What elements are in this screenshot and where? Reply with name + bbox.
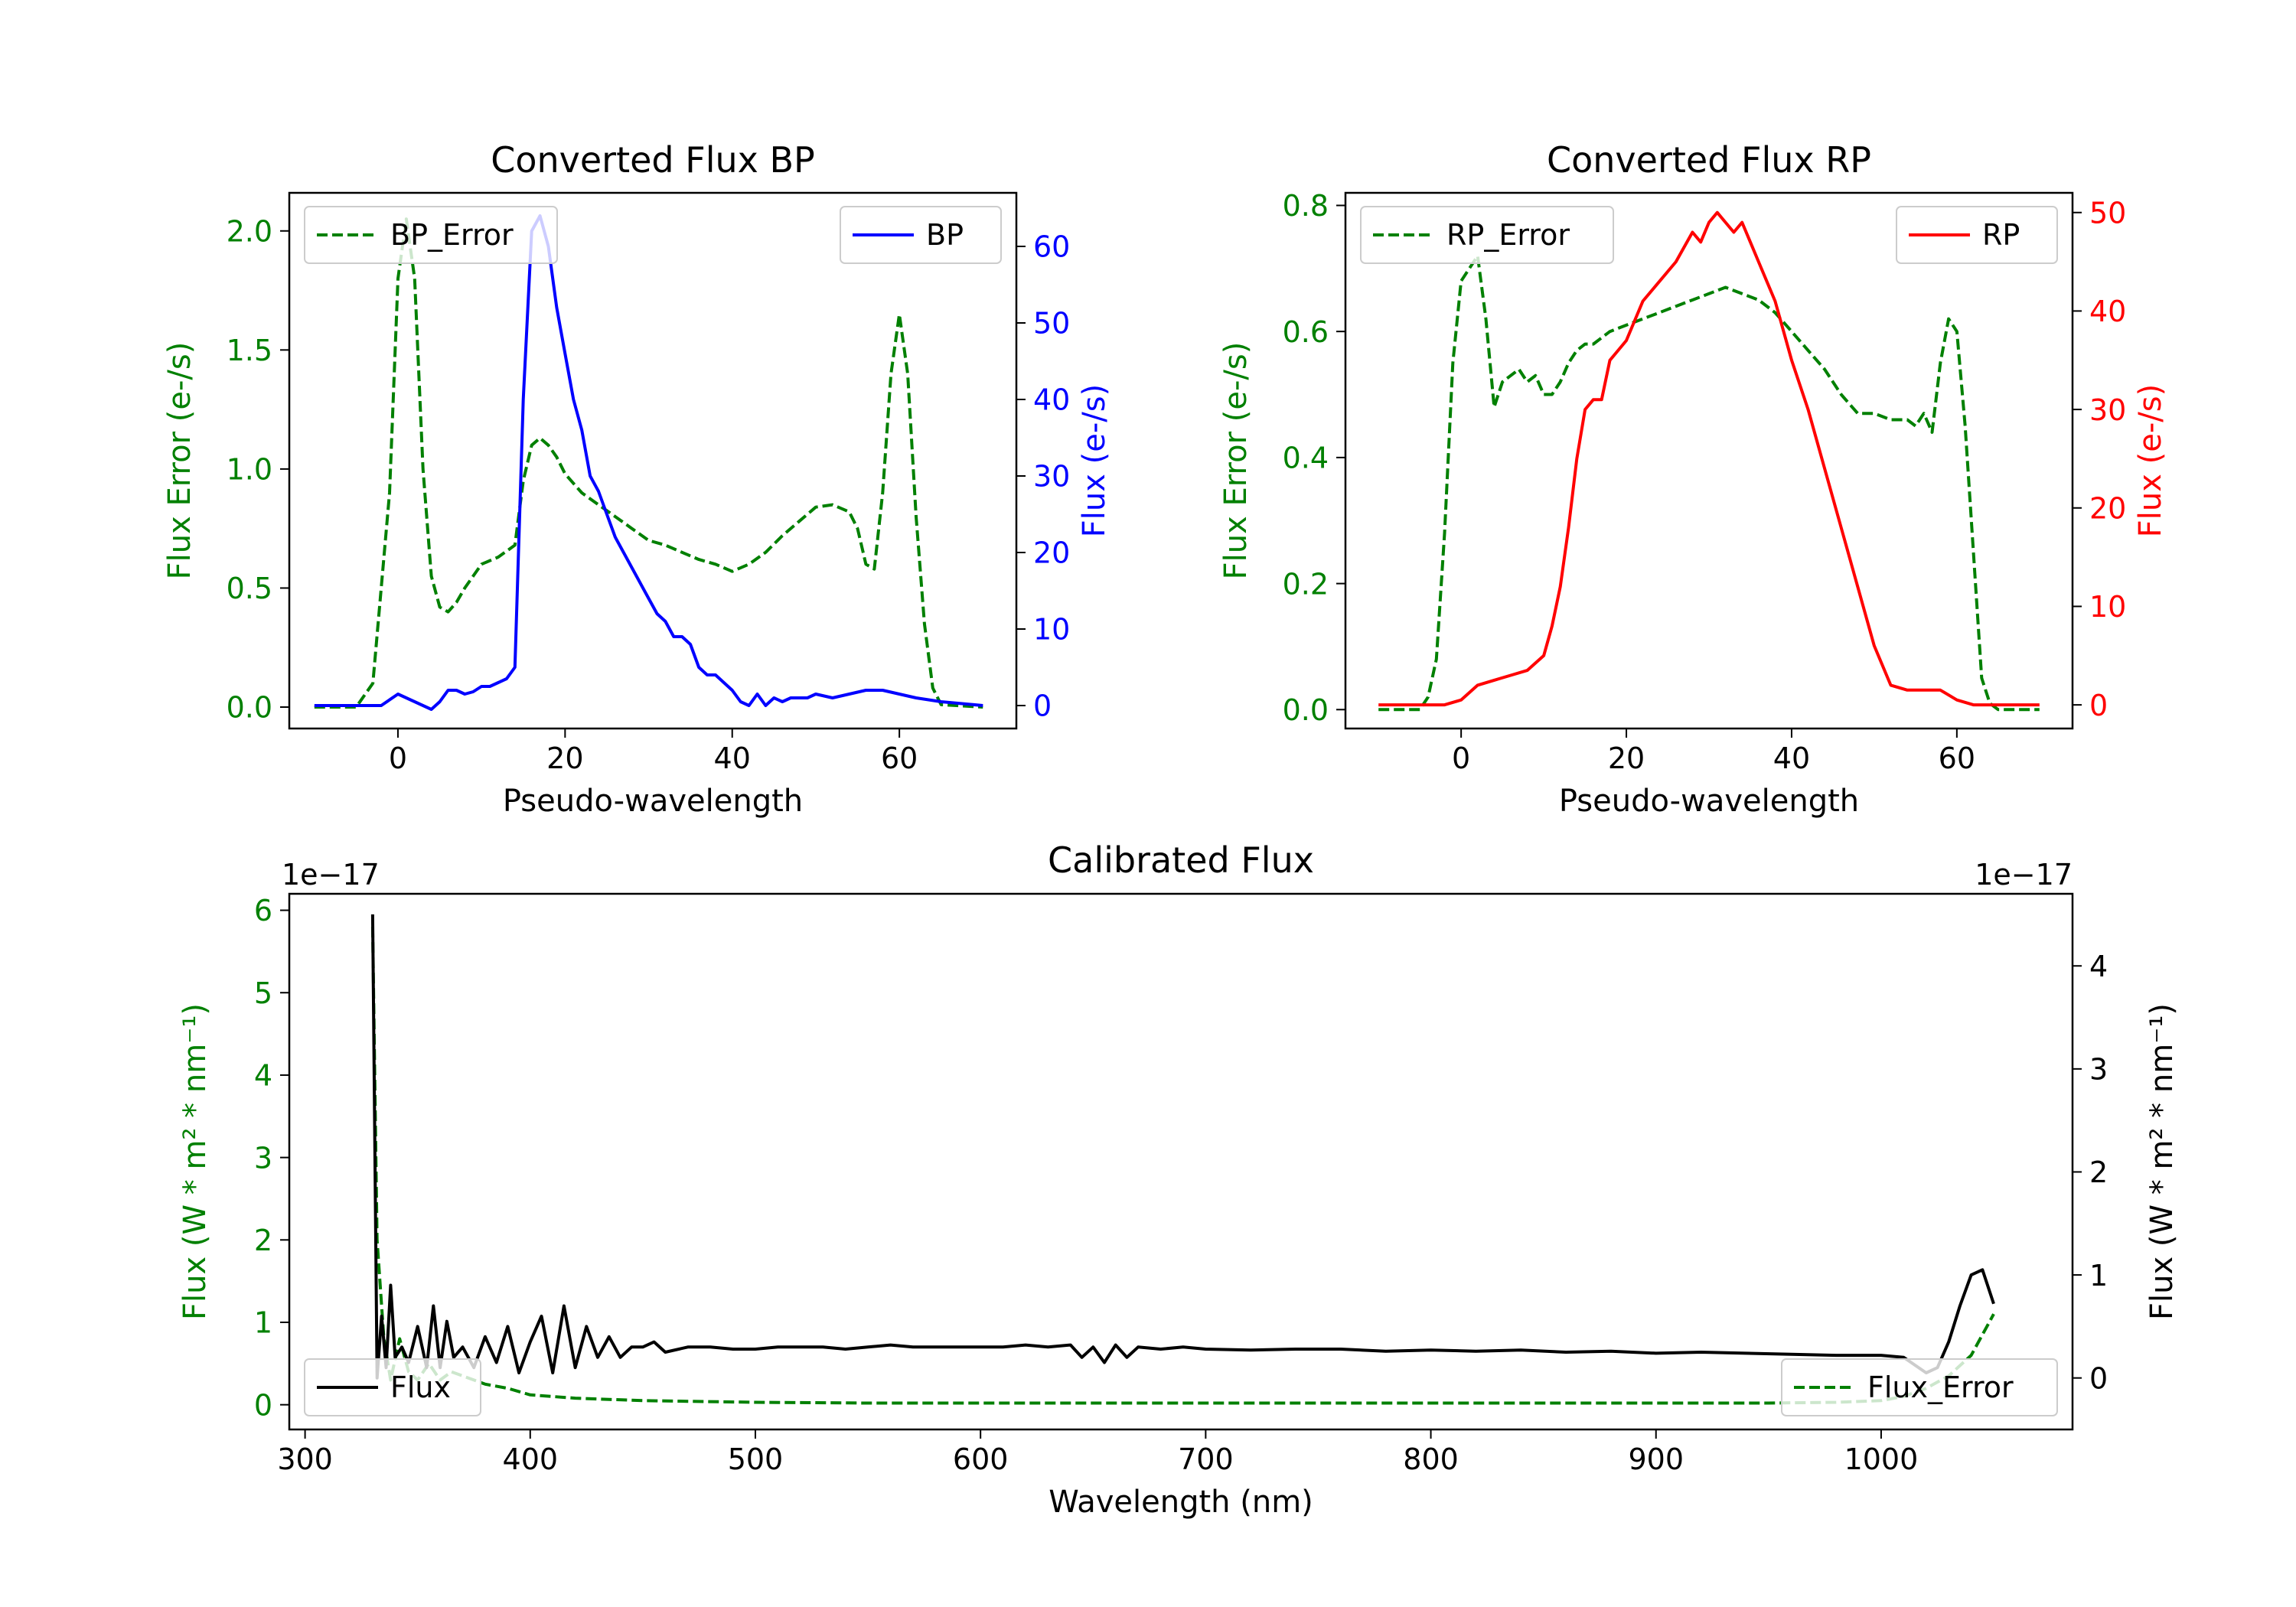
x-tick-label: 600 xyxy=(953,1442,1009,1476)
chart-title: Calibrated Flux xyxy=(1048,839,1314,881)
y-right-tick-label: 1 xyxy=(2089,1259,2108,1292)
y-left-tick-label: 0.5 xyxy=(227,572,272,605)
y-right-tick-label: 0 xyxy=(1033,689,1052,723)
legend-label: RP xyxy=(1982,218,2020,252)
x-tick-label: 0 xyxy=(1452,742,1470,775)
y-left-tick-label: 0.0 xyxy=(1283,693,1329,727)
y-left-offset-label: 1e−17 xyxy=(282,858,380,892)
y-left-tick-label: 1 xyxy=(254,1306,272,1340)
y-left-axis-label: Flux Error (e-/s) xyxy=(162,342,197,580)
x-tick-label: 60 xyxy=(881,742,918,775)
y-right-tick-label: 0 xyxy=(2089,1361,2108,1395)
legend-right: Flux_Error xyxy=(1781,1358,2058,1416)
y-right-tick-label: 20 xyxy=(1033,536,1070,570)
y-left-tick-label: 0.2 xyxy=(1283,567,1329,601)
legend-box xyxy=(1360,206,1614,264)
x-tick-label: 20 xyxy=(546,742,583,775)
y-left-tick-label: 6 xyxy=(254,894,272,927)
y-left-tick-label: 0.8 xyxy=(1283,189,1329,223)
legend-box xyxy=(304,206,558,264)
legend-left: BP_Error xyxy=(304,206,558,264)
legend-label: BP_Error xyxy=(390,218,514,252)
legend-box xyxy=(840,206,1002,264)
y-left-tick-label: 2 xyxy=(254,1224,272,1257)
plot-frame xyxy=(288,892,2074,1431)
panel-converted-flux-rp: 0 20 40 60 0.0 0.2 0.4 0.6 0.8 0 10 20 30 40 50 Convert… xyxy=(1218,139,2168,819)
x-tick-label: 40 xyxy=(1773,742,1810,775)
x-tick-label: 20 xyxy=(1608,742,1645,775)
y-left-tick-label: 0 xyxy=(254,1388,272,1422)
y-right-tick-label: 30 xyxy=(1033,460,1070,494)
y-right-tick-label: 60 xyxy=(1033,230,1070,264)
x-tick-label: 400 xyxy=(503,1442,559,1476)
legend-label: RP_Error xyxy=(1446,218,1570,252)
y-right-axis-label: Flux (W * m² * nm⁻¹) xyxy=(2144,1003,2180,1320)
y-right-tick-label: 4 xyxy=(2089,950,2108,983)
y-left-tick-label: 0.0 xyxy=(227,691,272,725)
legend-left: RP_Error xyxy=(1360,206,1614,264)
y-right-tick-label: 10 xyxy=(2089,590,2126,624)
y-right-tick-label: 40 xyxy=(2089,295,2126,328)
y-right-tick-label: 50 xyxy=(1033,307,1070,341)
x-tick-label: 1000 xyxy=(1844,1442,1919,1476)
series-line-flux xyxy=(370,914,1995,1380)
series-line-bp-error xyxy=(314,217,983,709)
x-tick-label: 0 xyxy=(389,742,407,775)
y-right-tick-label: 2 xyxy=(2089,1156,2108,1189)
y-left-tick-label: 4 xyxy=(254,1059,272,1093)
y-left-axis-label: Flux Error (e-/s) xyxy=(1218,342,1254,580)
y-right-tick-label: 3 xyxy=(2089,1053,2108,1087)
y-right-axis-label: Flux (e-/s) xyxy=(1077,384,1112,537)
y-left-axis-label: Flux (W * m² * nm⁻¹) xyxy=(178,1003,213,1320)
y-left-tick-label: 0.6 xyxy=(1283,315,1329,349)
series-line-rp xyxy=(1378,210,2040,707)
y-right-offset-label: 1e−17 xyxy=(1975,858,2073,892)
plot-frame xyxy=(1344,191,2074,730)
legend-box xyxy=(1896,206,2058,264)
x-tick-label: 40 xyxy=(714,742,751,775)
y-right-tick-label: 0 xyxy=(2089,689,2108,722)
x-tick-label: 700 xyxy=(1178,1442,1234,1476)
x-axis-label: Pseudo-wavelength xyxy=(503,784,803,819)
y-right-tick-label: 20 xyxy=(2089,491,2126,525)
x-tick-label: 60 xyxy=(1939,742,1975,775)
legend-left: Flux xyxy=(304,1358,481,1416)
series-line-rp-error xyxy=(1378,254,2040,712)
legend-label: Flux_Error xyxy=(1867,1371,2014,1404)
chart-title: Converted Flux RP xyxy=(1547,139,1871,181)
x-tick-label: 500 xyxy=(728,1442,784,1476)
x-tick-label: 300 xyxy=(277,1442,333,1476)
y-right-tick-label: 40 xyxy=(1033,383,1070,417)
panel-converted-flux-bp: 0 20 40 60 0.0 0.5 1.0 1.5 2.0 0 10 20 30 40 50 60 Conve… xyxy=(162,139,1112,819)
panel-calibrated-flux: 300 400 500 600 700 800 900 1000 0 1 2 3 4 5 6 0 1 2 3 4 Cal… xyxy=(178,839,2180,1520)
x-axis-label: Wavelength (nm) xyxy=(1049,1485,1313,1520)
legend-box xyxy=(304,1358,481,1416)
legend-label: Flux xyxy=(390,1371,451,1404)
legend-label: BP xyxy=(926,218,964,252)
legend-box xyxy=(1781,1358,2058,1416)
x-tick-label: 800 xyxy=(1403,1442,1459,1476)
y-left-tick-label: 3 xyxy=(254,1141,272,1175)
y-left-tick-label: 1.5 xyxy=(227,334,272,367)
y-left-tick-label: 2.0 xyxy=(227,214,272,248)
y-left-tick-label: 1.0 xyxy=(227,453,272,487)
legend-right: BP xyxy=(840,206,1002,264)
chart-title: Converted Flux BP xyxy=(491,139,815,181)
y-right-tick-label: 30 xyxy=(2089,393,2126,427)
x-axis-label: Pseudo-wavelength xyxy=(1559,784,1859,819)
plot-frame xyxy=(288,191,1018,730)
y-right-tick-label: 50 xyxy=(2089,196,2126,230)
series-line-bp xyxy=(314,214,983,711)
y-right-axis-label: Flux (e-/s) xyxy=(2133,384,2168,537)
x-tick-label: 900 xyxy=(1628,1442,1684,1476)
y-right-tick-label: 10 xyxy=(1033,613,1070,647)
legend-right: RP xyxy=(1896,206,2058,264)
y-left-tick-label: 0.4 xyxy=(1283,442,1329,475)
y-left-tick-label: 5 xyxy=(254,976,272,1010)
